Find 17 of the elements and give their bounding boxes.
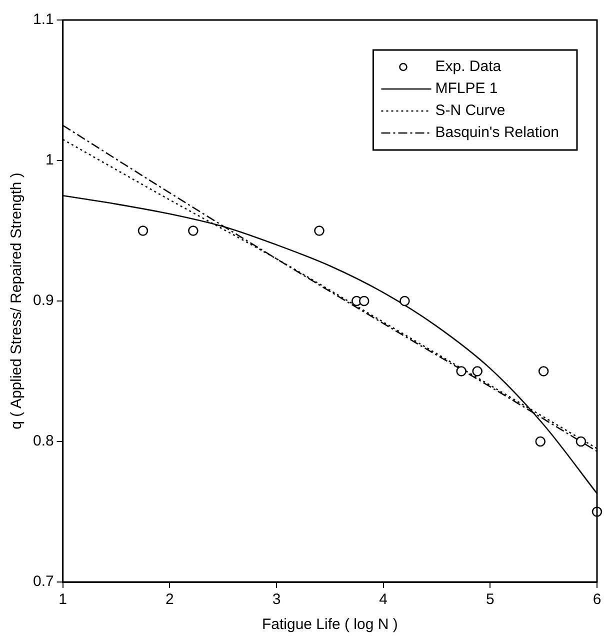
x-tick-label: 3 [272,591,281,608]
x-tick-label: 6 [592,591,602,608]
x-tick-label: 2 [166,591,174,608]
x-axis-title: Fatigue Life ( log N ) [262,616,398,634]
y-tick-label: 0.7 [32,573,54,590]
y-axis-title: q ( Applied Stress/ Repaired Strength ) [8,172,26,430]
legend-label: Basquin's Relation [435,124,560,142]
y-tick-label: 0.9 [32,292,54,310]
legend-label: S-N Curve [435,102,506,120]
x-tick-label: 4 [379,591,388,608]
legend-label: MFLPE 1 [435,80,498,98]
y-tick-label: 0.8 [32,432,54,450]
x-tick-label: 5 [486,591,494,608]
x-tick-label: 1 [58,591,68,608]
legend-label: Exp. Data [435,58,502,76]
y-tick-label: 1.1 [32,11,54,28]
y-tick-label: 1 [46,152,54,169]
